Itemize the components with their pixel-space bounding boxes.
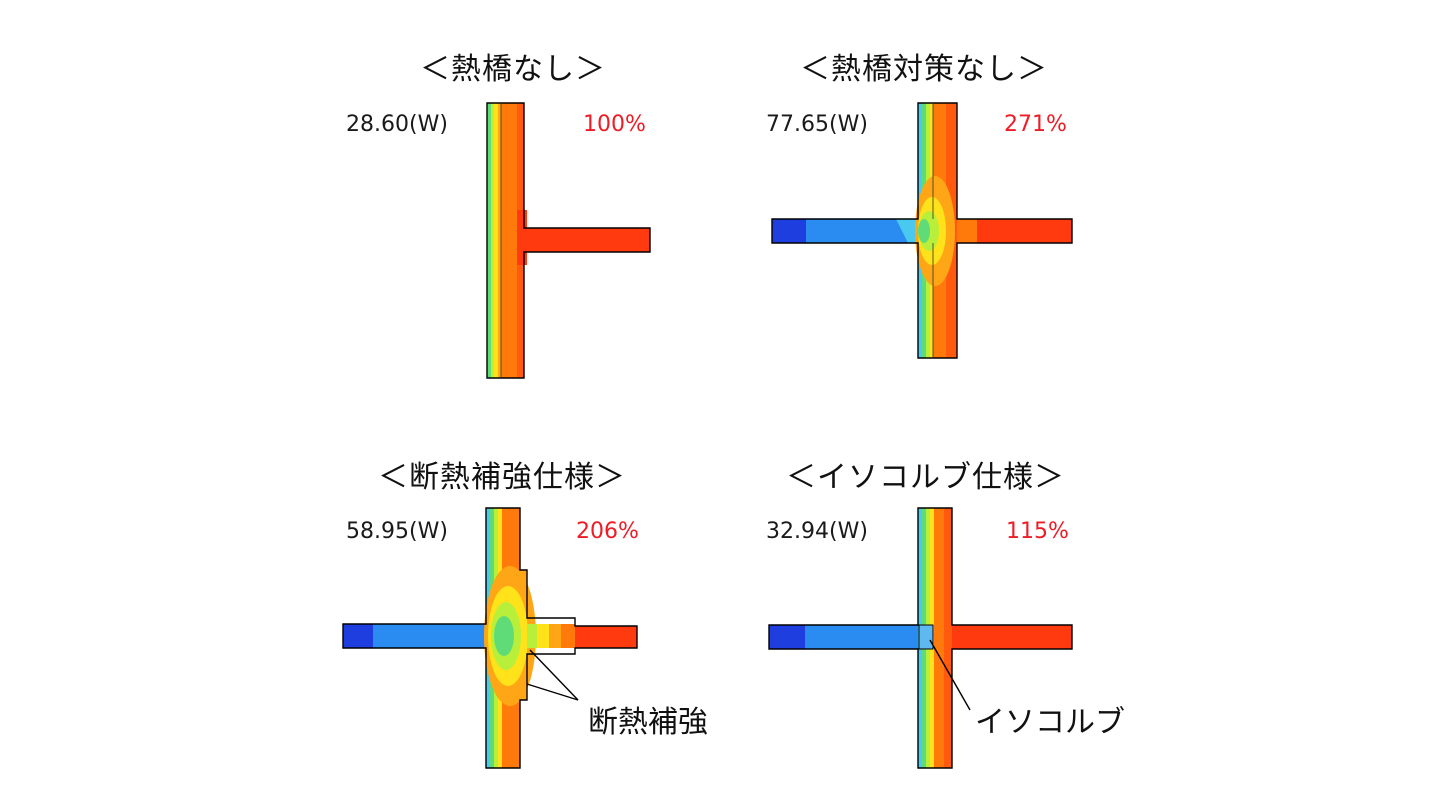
- diagram-isokorb: [768, 507, 1073, 769]
- callout-insulation-reinforcement: 断熱補強: [588, 705, 708, 740]
- ratio-no-bridge: 100%: [583, 112, 646, 137]
- ratio-isokorb: 115%: [1006, 519, 1069, 544]
- ratio-insulation-reinforcement: 206%: [576, 519, 639, 544]
- diagram-no-measure: [771, 102, 1073, 359]
- panel-title-no-bridge: ＜熱橋なし＞: [420, 52, 606, 87]
- heat-flow-insulation-reinforcement: 58.95(W): [346, 519, 448, 544]
- callout-isokorb: イソコルブ: [975, 705, 1125, 740]
- diagram-insulation-reinforcement: [342, 507, 638, 769]
- heat-flow-no-measure: 77.65(W): [766, 112, 868, 137]
- ratio-no-measure: 271%: [1004, 112, 1067, 137]
- panel-title-insulation-reinforcement: ＜断熱補強仕様＞: [378, 460, 626, 495]
- panel-title-no-measure: ＜熱橋対策なし＞: [800, 52, 1048, 87]
- heat-flow-isokorb: 32.94(W): [766, 519, 868, 544]
- diagram-no-bridge: [486, 102, 651, 379]
- heat-flow-no-bridge: 28.60(W): [346, 112, 448, 137]
- panel-title-isokorb: ＜イソコルブ仕様＞: [786, 460, 1065, 495]
